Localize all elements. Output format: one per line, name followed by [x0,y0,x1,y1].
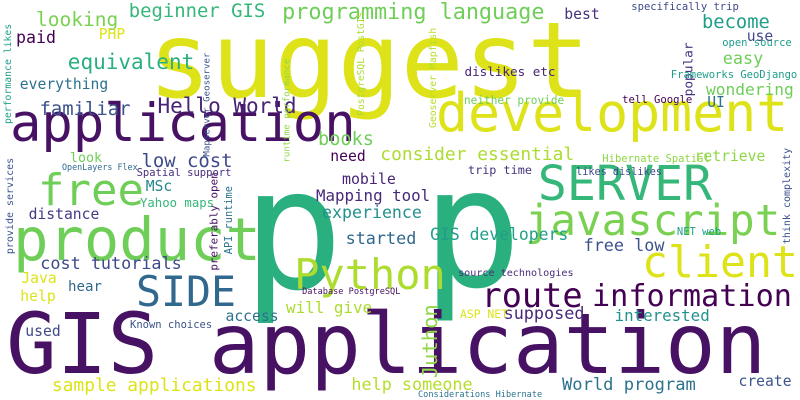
word-wondering: wondering [706,79,794,99]
word-yahoo-maps: Yahoo maps [140,195,215,210]
word-mobile: mobile [342,170,396,188]
word-become: become [702,11,770,33]
word-geoserver-mapfish: Geoserver Mapfish [428,27,440,129]
word-php: PHP [98,25,126,43]
word-ui: UI [707,93,725,111]
word-retrieve: retrieve [694,147,766,165]
word-database-postgresql: Database PostgreSQL [302,286,401,297]
word-juthon: Juthon [417,304,442,379]
word-likes-dislikes: likes dislikes [576,166,662,178]
word-preferably-open: preferably open [207,171,221,271]
word-trip-time: trip time [468,163,532,178]
word-hear: hear [68,278,102,295]
word-programming-language: programming language [282,0,545,26]
word-easy: easy [722,47,764,68]
word-interested: interested [614,305,710,325]
word-mapping-tool: Mapping tool [316,186,431,206]
word-will-give: will give [286,298,373,318]
word-looking: looking [36,8,119,32]
word-gis-developers: GIS developers [430,224,569,244]
word-server: SERVER [537,155,713,212]
word-asp-net: ASP NET [460,307,509,322]
word-openlayers-flex: OpenLayers Flex [62,161,138,172]
word-low-cost: low cost [141,149,233,172]
word-started: started [345,227,417,248]
word-net-web: NET web [676,225,722,238]
word-cost-tutorials: cost tutorials [40,252,182,273]
word-application: application [10,93,356,154]
word-postgresql-postgis: PostgreSQL PostGIS [356,12,368,116]
word-dislikes-etc: dislikes etc [464,63,556,79]
word-considerations-hibernate: Considerations Hibernate [418,389,543,400]
word-gis-application: GIS application [6,294,767,393]
word-api-runtime: API runtime [223,185,236,255]
word-spatial-support: Spatial support [136,166,232,179]
word-free-low: free low [583,234,665,255]
word-development: development [436,82,789,145]
word-help-someone: help someone [351,373,473,394]
word-runtime-performance: runtime performance [282,58,293,163]
word-access: access [225,307,279,325]
word-route: route [481,276,583,316]
word-everything: everything [19,75,109,93]
word-mapserver-geoserver: Mapserver Geoserver [202,52,213,157]
word-experience: experience [322,202,422,222]
word-frameworks-geodjango: Frameworks GeoDjango [670,68,798,81]
word-equivalent: equivalent [67,49,195,74]
word-hibernate-spatial: Hibernate Spatial [602,152,710,165]
word-information: information [592,278,792,314]
word-p-left: p [242,132,344,328]
word-client: client [642,238,799,289]
word-sample-applications: sample applications [51,374,257,396]
word-used: used [25,322,61,340]
word-look: look [70,151,103,167]
word-provide-services: provide services [5,157,17,255]
word-msc: MSc [145,177,173,195]
word-source-technologies: source technologies [458,267,574,279]
word-open-source: open source [722,36,792,49]
word-books: books [318,128,374,150]
word-product: product [13,204,261,274]
word-hello-world: Hello World [157,93,297,118]
word-known-choices: Known choices [130,318,213,331]
word-java: Java [21,269,57,287]
word-specifically-trip: specifically trip [631,0,739,13]
word-paid: paid [16,27,56,47]
word-free: free [38,165,144,216]
word-p-right: p [422,133,522,326]
word-javascript: javascript [525,195,781,245]
word-help: help [20,287,56,305]
word-think-complexity: think complexity [782,147,794,245]
word-performance-likes: performance likes [3,23,15,125]
word-world-program: World program [562,374,696,395]
word-consider-essential: consider essential [380,143,575,165]
word-supposed: supposed [503,302,585,323]
word-python: Python [294,250,446,299]
word-create: create [738,372,792,390]
word-use: use [746,27,774,45]
word-familiar: familiar [39,97,131,120]
word-side: SIDE [136,267,236,317]
word-beginner-gis: beginner GIS [128,0,266,22]
word-suggest: suggest [148,0,591,122]
word-tell-google: tell Google [622,93,693,106]
word-distance: distance [28,205,100,223]
word-need: need [330,147,366,165]
word-neither-provide: neither provide [464,93,565,107]
word-best: best [564,5,600,23]
